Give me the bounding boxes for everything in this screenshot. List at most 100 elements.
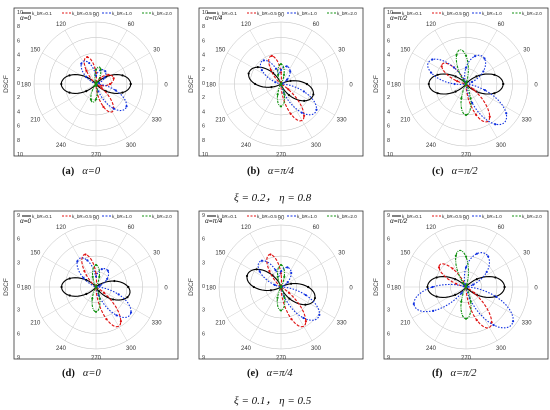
panel-title: α=π/2 (390, 218, 408, 225)
grid-spoke (42, 52, 97, 85)
series-marker (464, 82, 468, 86)
grid-spoke (227, 83, 282, 116)
radial-tick-label: 2 (387, 95, 390, 101)
angle-label: 90 (463, 13, 470, 19)
angle-label: 240 (426, 346, 437, 352)
angle-label: 300 (496, 346, 507, 352)
series-marker (289, 70, 292, 73)
panel-frame (13, 210, 179, 360)
series-marker (452, 66, 456, 69)
angle-label: 180 (206, 286, 217, 292)
series-marker (68, 294, 71, 297)
grid-spoke (227, 52, 282, 85)
series-marker (104, 70, 107, 73)
angle-label: 180 (391, 83, 402, 89)
series-marker (85, 69, 88, 72)
series-marker (464, 285, 468, 289)
legend-label: k_bR=0.1 (402, 214, 422, 219)
grid-spoke (64, 30, 97, 85)
series-marker (460, 300, 463, 303)
grid-spoke (42, 286, 97, 319)
series-marker (465, 283, 468, 286)
angle-label: 90 (278, 13, 285, 19)
radial-tick-label: 8 (17, 24, 20, 30)
series-marker (85, 278, 88, 282)
angle-label: 0 (164, 83, 168, 89)
series-marker (307, 285, 310, 289)
panel-caption-a: (a) α=0 (62, 166, 100, 177)
series-marker (68, 277, 71, 280)
series-marker (286, 281, 289, 284)
grid-spoke (434, 286, 467, 341)
legend-label: k_bR=1.0 (482, 214, 502, 219)
series-marker (97, 81, 101, 85)
radial-tick-label: 8 (387, 138, 390, 144)
series-marker (260, 259, 264, 262)
series-marker (315, 108, 318, 111)
radial-tick-label: 3 (17, 260, 20, 266)
series-marker (454, 278, 457, 281)
series-marker (84, 253, 87, 256)
series-marker (427, 82, 430, 86)
polar-svg-e: 03060901201501802102402703003309630369DS… (188, 210, 364, 362)
series-marker (99, 68, 102, 71)
panel-frame (383, 210, 549, 360)
series-marker (465, 80, 468, 83)
series-marker (76, 260, 79, 263)
angle-label: 90 (93, 13, 100, 19)
series-marker (460, 97, 463, 100)
angle-label: 210 (30, 118, 41, 124)
series-marker (269, 289, 273, 292)
series-marker (289, 112, 292, 115)
series-marker (279, 63, 283, 66)
series-marker (431, 58, 434, 61)
radial-tick-label: 0 (387, 81, 390, 87)
series-marker (473, 291, 476, 295)
angle-label: 120 (56, 225, 67, 231)
grid-spoke (64, 83, 97, 138)
polar-svg-c: 0 30 60 90 120 150 180 210 240 270 300 330 10 8 6 4 2 0 2 4… (373, 7, 549, 159)
angle-label: 210 (215, 321, 226, 327)
series-marker (279, 68, 283, 71)
angle-label: 30 (153, 251, 160, 257)
grid-spoke (227, 255, 282, 288)
grid-spoke (280, 30, 313, 85)
angle-label: 90 (463, 216, 470, 222)
radial-tick-label: 0 (387, 284, 390, 290)
series-marker (505, 112, 508, 115)
series-marker (461, 281, 465, 284)
series-marker (114, 89, 117, 92)
series-marker (94, 68, 98, 71)
series-marker (68, 74, 71, 77)
angle-label: 180 (21, 286, 32, 292)
series-marker (89, 98, 93, 101)
grid-spoke (227, 286, 282, 319)
legend-label: k_bR=0.1 (217, 214, 237, 219)
series-line-3 (80, 60, 128, 112)
angle-label: 240 (241, 346, 252, 352)
radial-tick-label: 9 (17, 213, 20, 219)
series-marker (302, 114, 306, 117)
series-marker (270, 54, 273, 58)
series-marker (126, 296, 129, 299)
series-line-2 (83, 56, 115, 113)
series-marker (283, 275, 286, 278)
polar-panel-e: 0 30 60 90 120 150 180 210 240 270 300 330 9 6 3 0 3 6 9 DS… (185, 203, 365, 365)
series-marker (502, 82, 505, 86)
series-marker (283, 296, 286, 299)
series-marker (318, 313, 321, 316)
series-marker (252, 285, 255, 289)
angle-label: 60 (128, 22, 135, 28)
panel-caption-e: (e) α=π/4 (247, 368, 293, 379)
angle-label: 90 (93, 216, 100, 222)
series-marker (451, 267, 454, 270)
grid-spoke (64, 233, 97, 288)
legend-label: k_bR=0.1 (32, 214, 52, 219)
angle-label: 120 (241, 225, 252, 231)
grid-spoke (412, 83, 467, 116)
series-marker (260, 69, 263, 72)
series-marker (469, 97, 472, 100)
panel-caption-d: (d) α=0 (62, 368, 101, 379)
radial-tick-label: 2 (202, 67, 205, 73)
series-marker (279, 270, 283, 273)
